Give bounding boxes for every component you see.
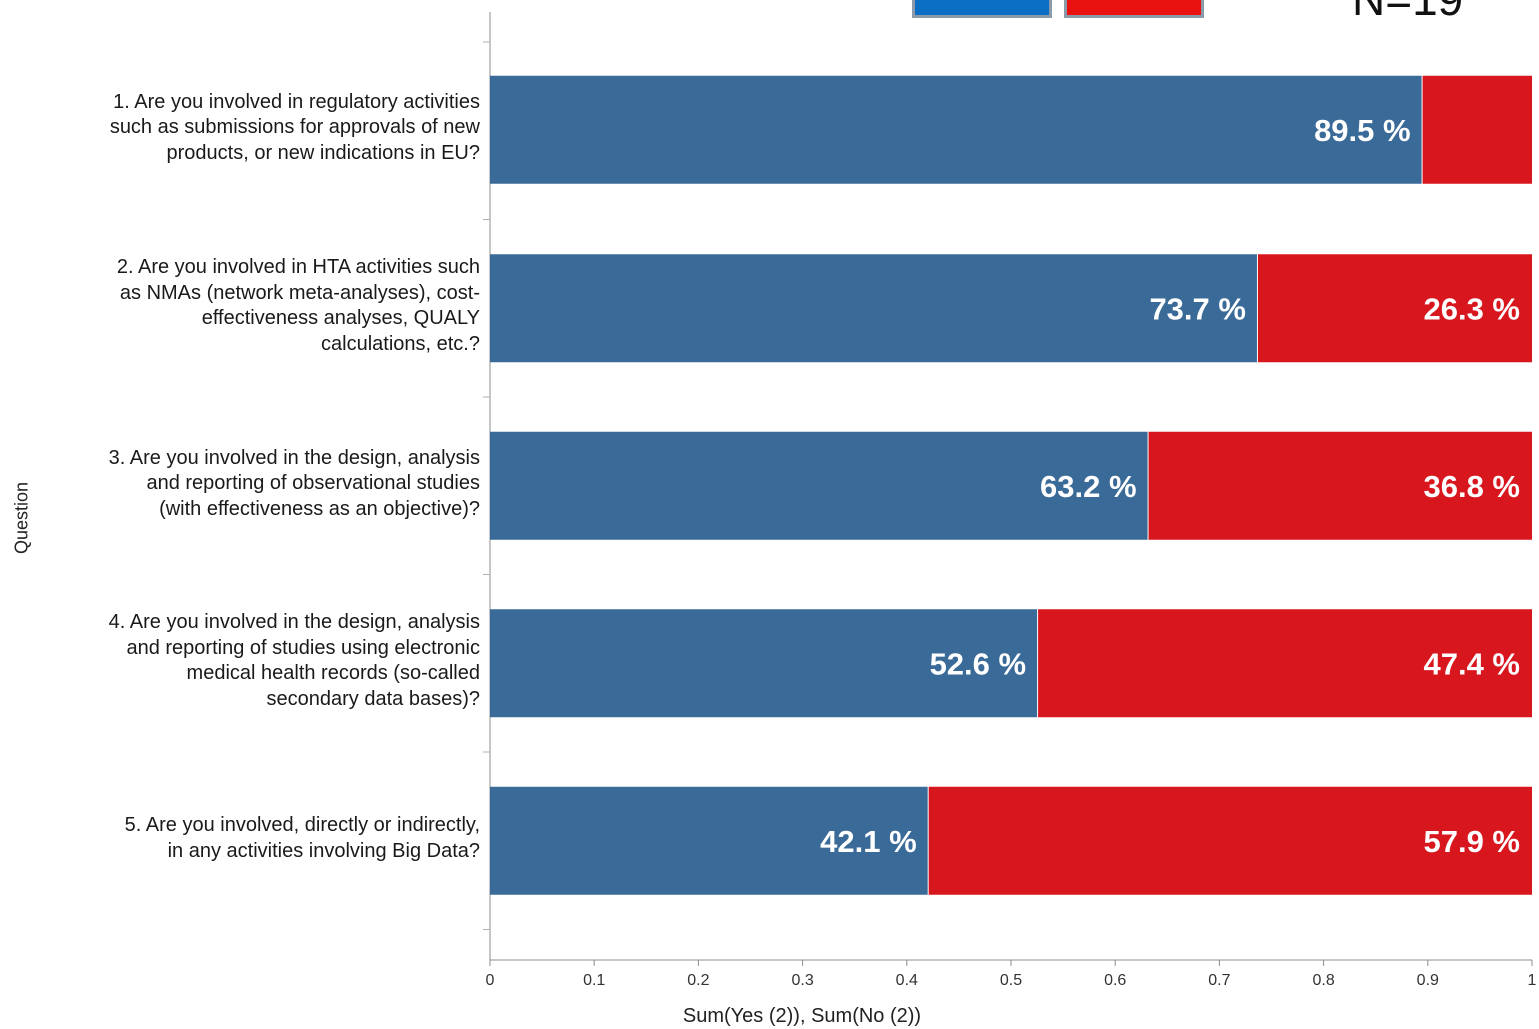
bar-no-label: 36.8 % [1423, 469, 1520, 504]
x-tick-label: 0.2 [687, 972, 709, 989]
bar-yes [490, 786, 928, 895]
legend-yes-swatch [912, 0, 1052, 18]
x-tick-label: 0 [486, 972, 495, 989]
question-label-line: calculations, etc.? [321, 332, 480, 355]
y-axis-title: Question [11, 481, 32, 555]
question-label-line: 1. Are you involved in regulatory activi… [113, 90, 480, 113]
question-label-line: products, or new indications in EU? [166, 141, 481, 164]
bar-no [1257, 254, 1532, 363]
question-label: 2. Are you involved in HTA activities su… [20, 255, 480, 357]
x-tick-label: 0.3 [791, 972, 813, 989]
bar-no [928, 786, 1532, 895]
bar-no-label: 47.4 % [1423, 646, 1520, 681]
question-label-line: in any activities involving Big Data? [167, 839, 480, 862]
question-label-line: 3. Are you involved in the design, analy… [108, 446, 480, 469]
x-tick-label: 0.5 [1000, 972, 1022, 989]
bar-yes-label: 73.7 % [1149, 291, 1246, 326]
x-tick-label: 0.1 [583, 972, 605, 989]
bar-no [1038, 609, 1532, 718]
question-label-line: 2. Are you involved in HTA activities su… [116, 256, 480, 279]
bar-yes-label: 89.5 % [1314, 113, 1411, 148]
question-label: 3. Are you involved in the design, analy… [20, 446, 480, 523]
bar-yes [490, 75, 1422, 184]
bar-yes-label: 42.1 % [820, 824, 917, 859]
x-tick-label: 0.7 [1208, 972, 1230, 989]
question-label-line: medical health records (so-called [186, 662, 480, 685]
question-label-line: secondary data bases)? [266, 687, 480, 710]
question-label-line: and reporting of observational studies [146, 472, 480, 494]
bar-yes [490, 609, 1038, 718]
bar-yes-label: 52.6 % [930, 646, 1027, 681]
x-tick-label: 0.4 [896, 972, 918, 989]
question-label-line: 5. Are you involved, directly or indirec… [124, 814, 480, 837]
question-label-line: as NMAs (network meta-analyses), cost- [119, 281, 480, 304]
question-label: 4. Are you involved in the design, analy… [20, 610, 480, 712]
sample-size-annotation: N=19 [1352, 0, 1463, 26]
bar-no-label: 26.3 % [1423, 291, 1520, 326]
x-tick-label: 0.6 [1104, 972, 1126, 989]
x-axis-title: Sum(Yes (2)), Sum(No (2)) [682, 1005, 922, 1027]
question-label-line: 4. Are you involved in the design, analy… [108, 611, 480, 634]
question-label-line: and reporting of studies using electroni… [126, 636, 480, 659]
question-label: 1. Are you involved in regulatory activi… [20, 90, 480, 167]
bar-yes-label: 63.2 % [1040, 469, 1137, 504]
question-label: 5. Are you involved, directly or indirec… [20, 813, 480, 864]
bar-yes [490, 431, 1148, 540]
bar-no [1422, 75, 1532, 184]
bar-yes [490, 254, 1257, 363]
x-tick-label: 0.9 [1417, 972, 1439, 989]
question-label-line: (with effectiveness as an objective)? [159, 497, 480, 520]
bar-no-label: 57.9 % [1423, 824, 1520, 859]
x-tick-label: 0.8 [1312, 972, 1334, 989]
x-tick-label: 1 [1528, 972, 1537, 989]
legend-no-swatch [1064, 0, 1204, 18]
question-label-line: such as submissions for approvals of new [109, 116, 480, 138]
question-label-line: effectiveness analyses, QUALY [201, 307, 480, 330]
bar-no [1148, 431, 1532, 540]
